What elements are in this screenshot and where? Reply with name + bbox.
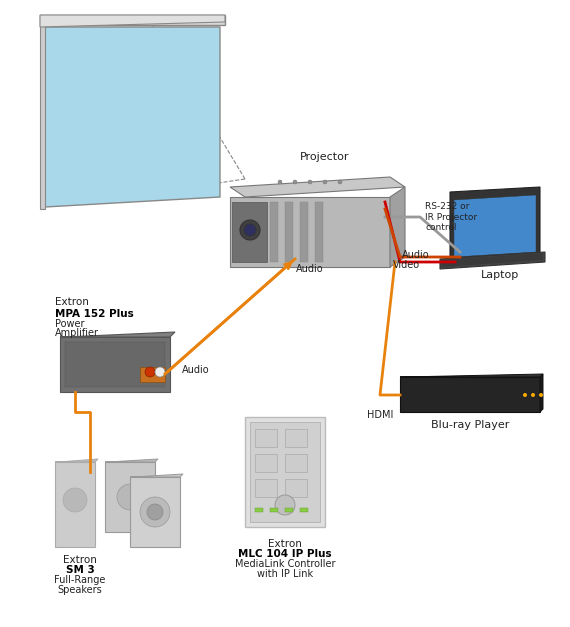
Text: MediaLink Controller: MediaLink Controller	[235, 559, 335, 569]
Bar	[65, 342, 165, 387]
Bar	[285, 508, 293, 512]
Bar	[105, 462, 155, 532]
Bar	[255, 454, 277, 472]
Bar	[40, 15, 225, 25]
Circle shape	[147, 504, 163, 520]
Polygon shape	[390, 187, 405, 267]
Circle shape	[293, 180, 297, 184]
Bar	[315, 202, 323, 262]
Text: Extron: Extron	[63, 555, 97, 565]
Text: Power: Power	[55, 319, 84, 329]
Bar	[300, 202, 308, 262]
Polygon shape	[442, 253, 543, 267]
Bar	[230, 197, 390, 267]
Circle shape	[240, 220, 260, 240]
Text: Video: Video	[393, 260, 420, 270]
Bar	[255, 479, 277, 497]
Circle shape	[338, 180, 342, 184]
Bar	[40, 25, 45, 209]
Bar	[285, 429, 307, 447]
Text: Blu-ray Player: Blu-ray Player	[431, 420, 509, 430]
Bar	[270, 508, 278, 512]
Bar	[400, 377, 540, 412]
Bar	[140, 367, 165, 382]
Bar	[285, 202, 293, 262]
Text: Audio: Audio	[182, 365, 210, 375]
Circle shape	[278, 180, 282, 184]
Polygon shape	[540, 374, 543, 412]
Bar	[285, 479, 307, 497]
Text: HDMI: HDMI	[367, 410, 393, 420]
Polygon shape	[230, 177, 405, 197]
Bar	[245, 417, 325, 527]
Text: Audio: Audio	[296, 264, 324, 274]
Bar	[55, 462, 95, 547]
Circle shape	[244, 224, 256, 236]
Polygon shape	[440, 252, 545, 269]
Bar	[60, 337, 170, 392]
Circle shape	[308, 180, 312, 184]
Text: SM 3: SM 3	[66, 565, 95, 575]
Bar	[232, 202, 267, 262]
Polygon shape	[454, 195, 536, 257]
Polygon shape	[55, 459, 98, 462]
Circle shape	[539, 393, 543, 397]
Text: Projector: Projector	[300, 152, 350, 162]
Text: MLC 104 IP Plus: MLC 104 IP Plus	[238, 549, 332, 559]
Text: Full-Range: Full-Range	[54, 575, 105, 585]
Text: with IP Link: with IP Link	[257, 569, 313, 579]
Bar	[255, 429, 277, 447]
Polygon shape	[60, 332, 175, 337]
Circle shape	[117, 484, 143, 510]
Circle shape	[145, 367, 155, 377]
Bar	[250, 422, 320, 522]
Bar	[285, 454, 307, 472]
Bar	[300, 508, 308, 512]
Polygon shape	[40, 15, 225, 27]
Text: Extron: Extron	[55, 297, 89, 307]
Text: MPA 152 Plus: MPA 152 Plus	[55, 309, 134, 319]
Polygon shape	[130, 474, 183, 477]
Text: Audio: Audio	[402, 250, 430, 260]
Circle shape	[523, 393, 527, 397]
Text: Speakers: Speakers	[58, 585, 103, 595]
Circle shape	[155, 367, 165, 377]
Polygon shape	[105, 459, 158, 462]
Circle shape	[531, 393, 535, 397]
Text: RS-232 or
IR Projector
control: RS-232 or IR Projector control	[425, 202, 477, 232]
Text: Laptop: Laptop	[481, 270, 519, 280]
Circle shape	[275, 495, 295, 515]
Circle shape	[140, 497, 170, 527]
Bar	[270, 202, 278, 262]
Bar	[255, 508, 263, 512]
Circle shape	[323, 180, 327, 184]
Polygon shape	[400, 374, 543, 377]
Text: Amplifier: Amplifier	[55, 328, 99, 338]
Polygon shape	[45, 27, 220, 207]
Polygon shape	[450, 187, 540, 262]
Text: Extron: Extron	[268, 539, 302, 549]
Bar	[130, 477, 180, 547]
Circle shape	[63, 488, 87, 512]
